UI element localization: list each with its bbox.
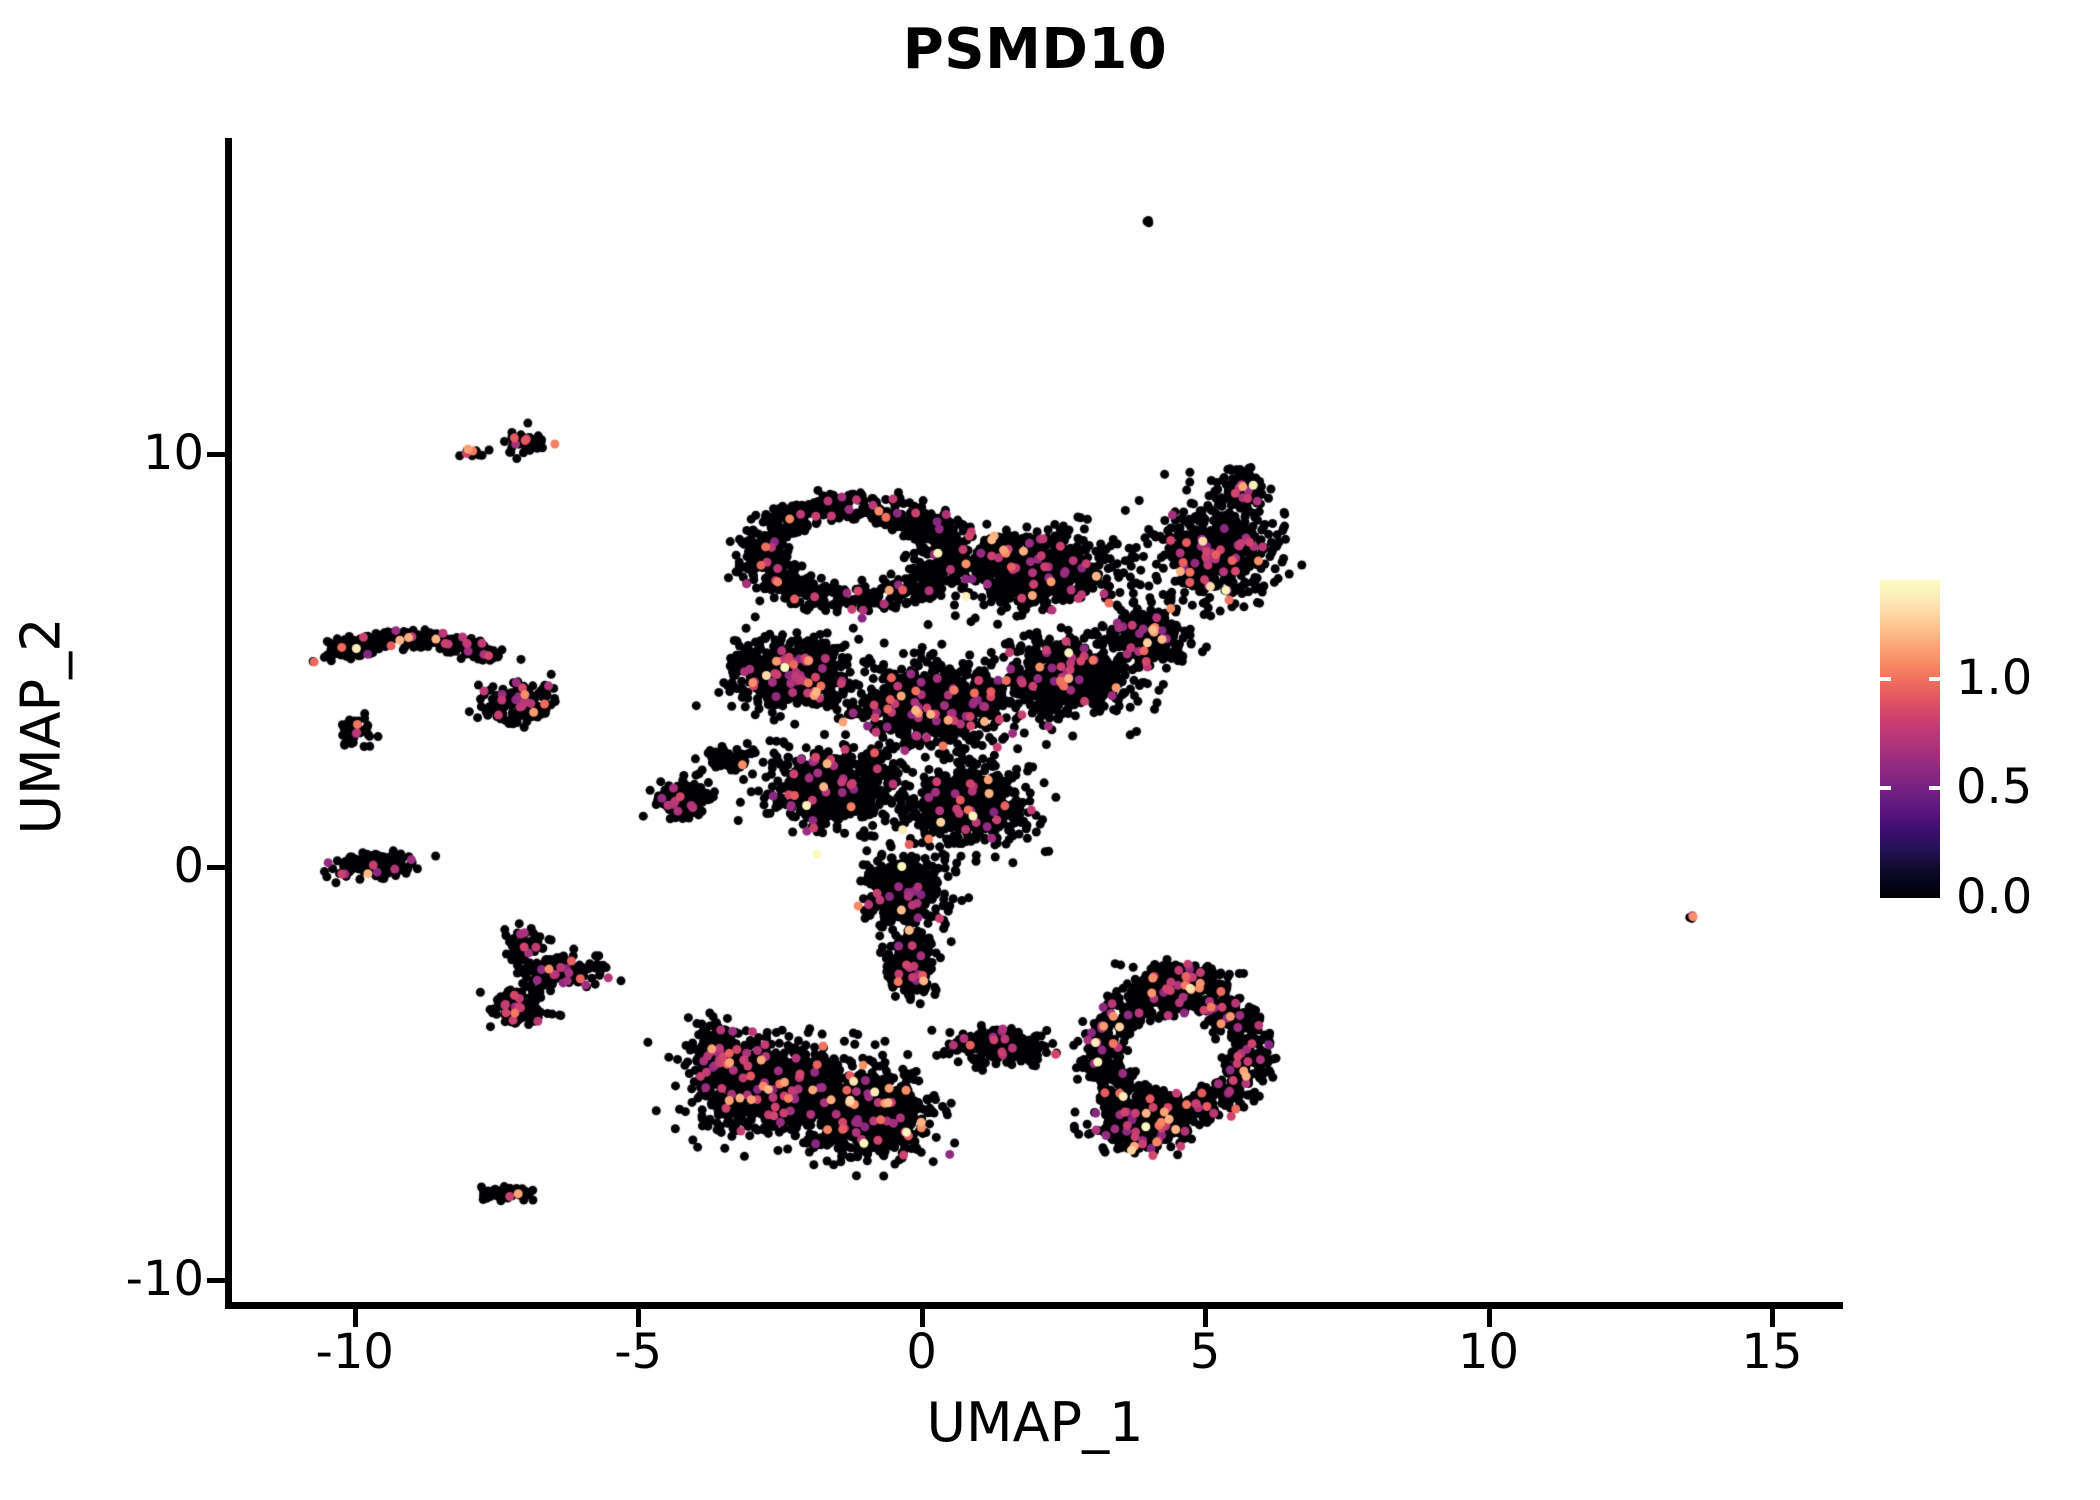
x-axis-spine xyxy=(225,1302,1843,1309)
x-tick-mark xyxy=(1486,1309,1492,1327)
colorbar-tick-mark xyxy=(1880,786,1891,791)
colorbar-tick-mark xyxy=(1929,786,1940,791)
x-tick-label: -5 xyxy=(614,1324,663,1380)
x-tick-label: 5 xyxy=(1189,1324,1221,1380)
x-tick-label: 10 xyxy=(1457,1324,1520,1380)
x-tick-label: 15 xyxy=(1741,1324,1803,1380)
colorbar-tick-label: 1.0 xyxy=(1956,649,2033,706)
x-tick-mark xyxy=(919,1309,925,1327)
colorbar-tick-label: 0.5 xyxy=(1956,759,2033,816)
x-axis-label: UMAP_1 xyxy=(926,1391,1144,1454)
x-tick-mark xyxy=(636,1309,642,1327)
y-tick-label: 10 xyxy=(142,424,204,481)
x-tick-mark xyxy=(352,1309,358,1327)
y-axis-label: UMAP_2 xyxy=(9,617,73,835)
page-title: PSMD10 xyxy=(902,17,1168,82)
colorbar-tick-mark xyxy=(1880,676,1891,681)
x-tick-mark xyxy=(1769,1309,1775,1327)
y-tick-mark xyxy=(207,1278,225,1284)
y-tick-label: -10 xyxy=(125,1251,204,1308)
scatter-plot-canvas[interactable] xyxy=(230,140,1840,1305)
x-tick-mark xyxy=(1203,1309,1209,1327)
x-tick-label: -10 xyxy=(315,1324,394,1380)
y-tick-mark xyxy=(207,865,225,871)
y-tick-label: 0 xyxy=(173,838,204,895)
y-axis-spine xyxy=(225,138,232,1309)
colorbar-gradient xyxy=(1880,580,1940,898)
y-tick-mark xyxy=(207,451,225,457)
x-tick-label: 0 xyxy=(906,1324,937,1380)
colorbar-tick-label: 0.0 xyxy=(1956,869,2033,925)
colorbar-tick-mark xyxy=(1929,676,1940,681)
plot-axes-area[interactable] xyxy=(230,140,1840,1305)
